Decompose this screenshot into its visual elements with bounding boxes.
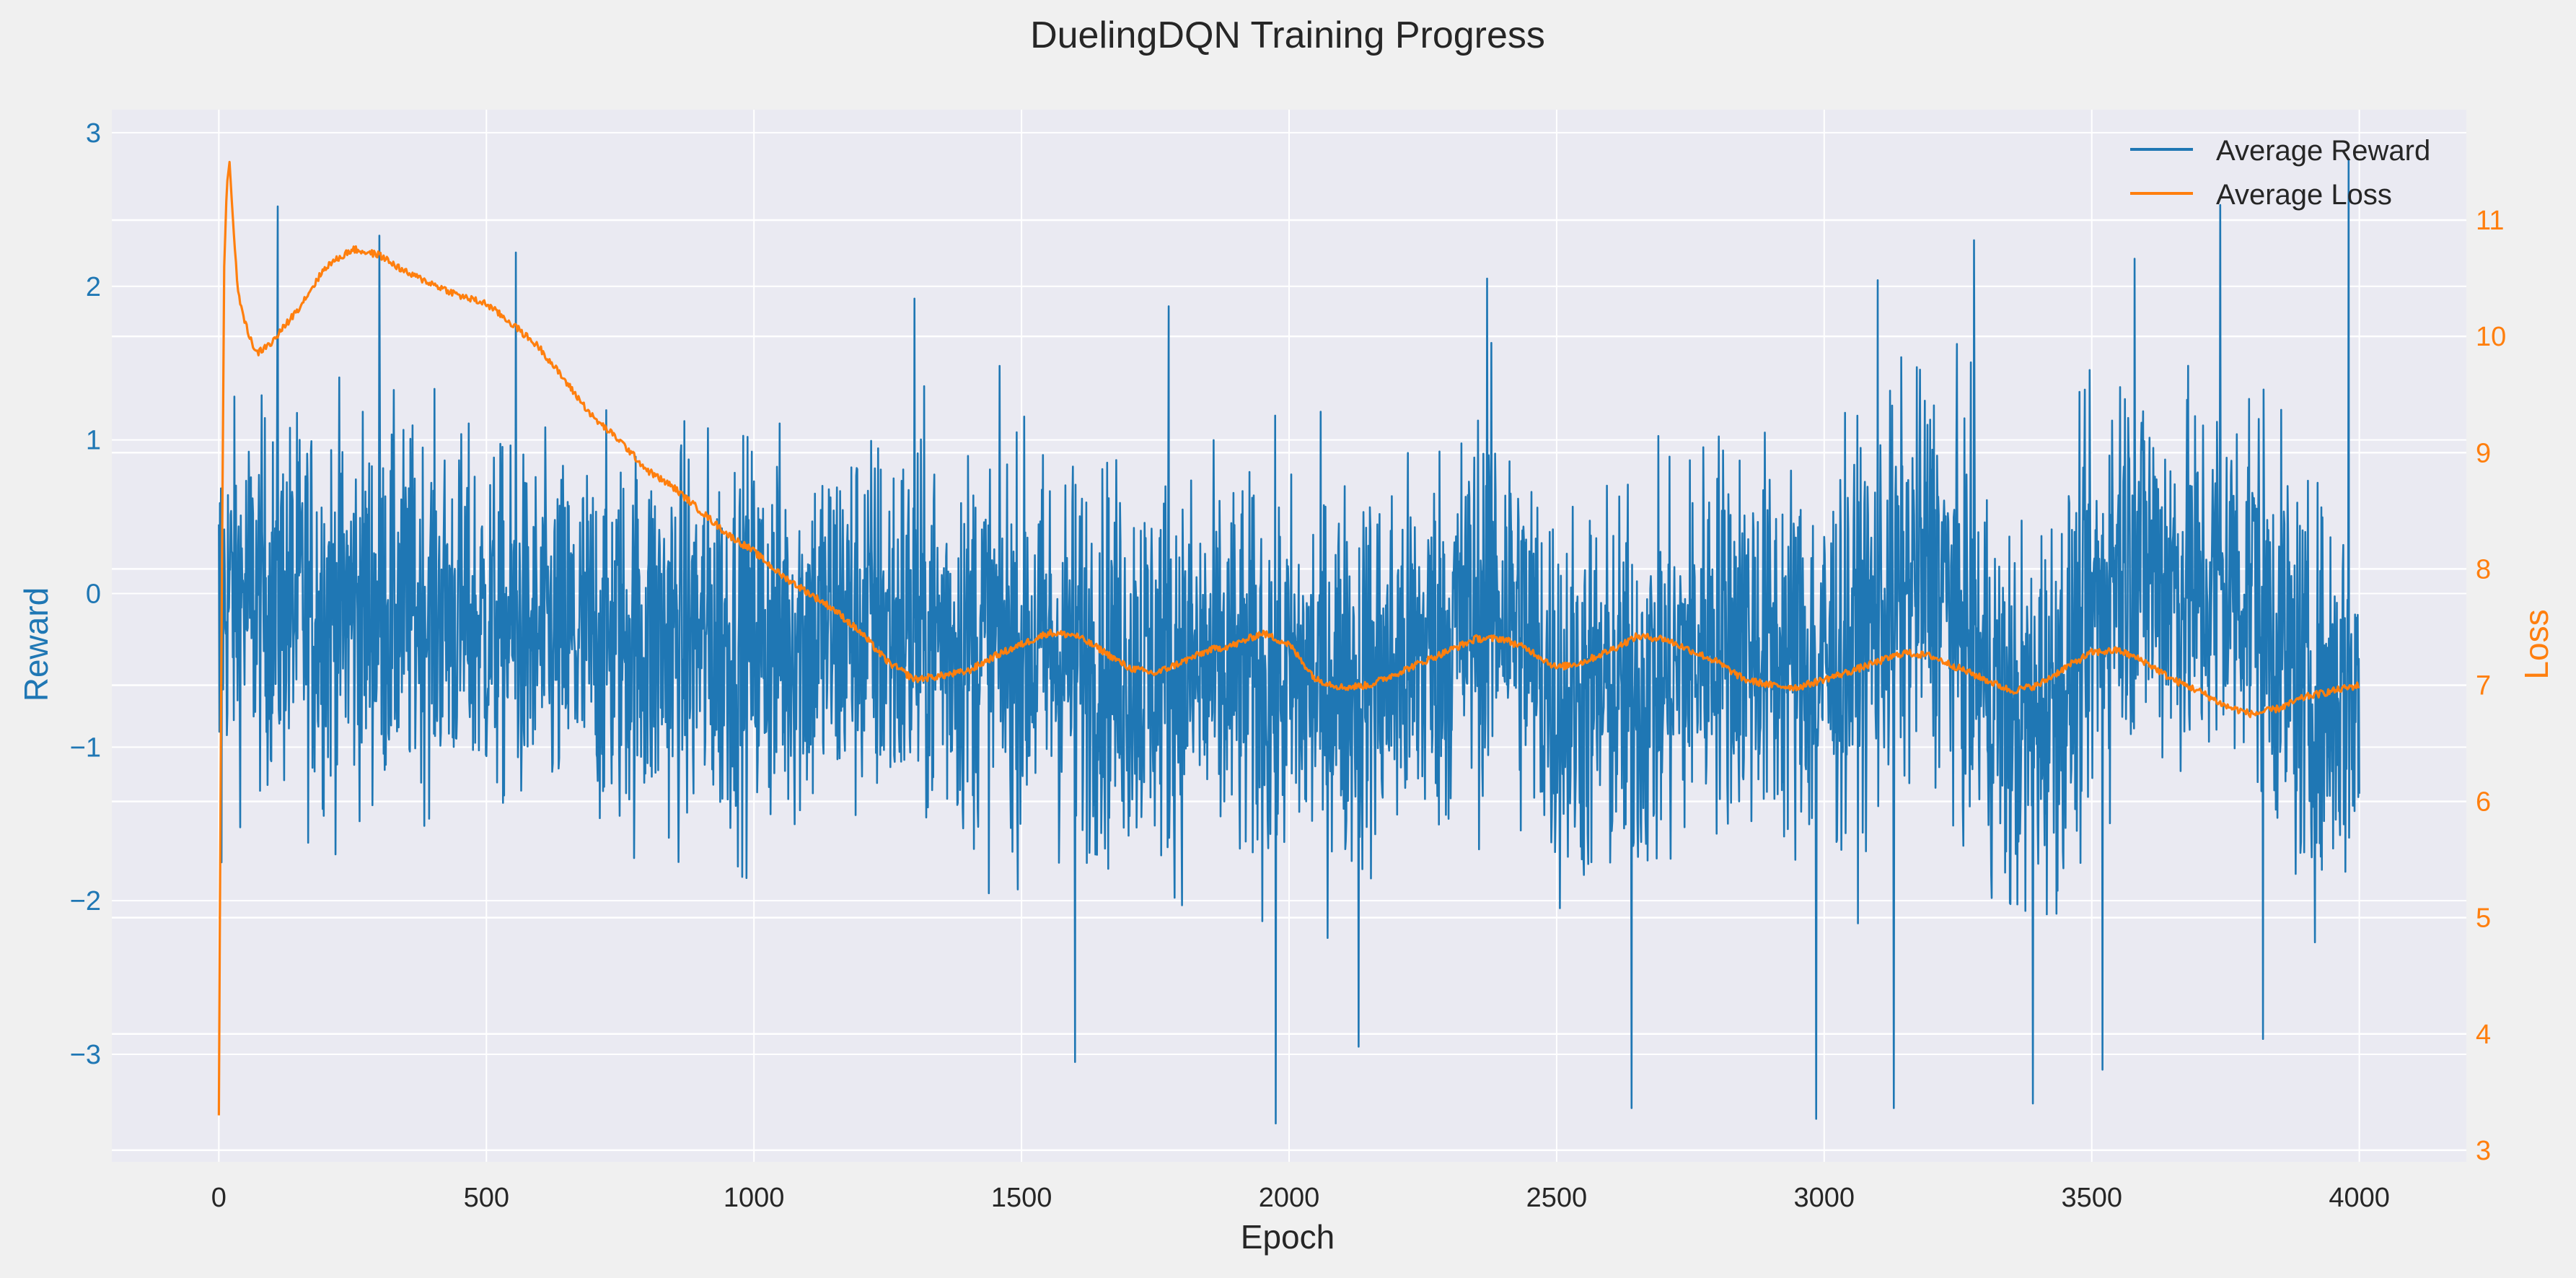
axis-ticks: 0 500 1000 1500 2000 2500 3000 3500 4000 −3 −2 −1 0 1…	[70, 118, 2507, 1213]
y-right-tick-label: 5	[2476, 903, 2491, 934]
legend-reward-label: Average Reward	[2216, 135, 2430, 167]
loss-line	[217, 160, 2360, 1116]
x-tick-label: 4000	[2329, 1183, 2390, 1213]
y-right-tick-label: 3	[2476, 1136, 2491, 1166]
y-left-tick-label: −2	[70, 886, 101, 916]
x-tick-label: 0	[211, 1183, 227, 1213]
y-right-tick-label: 8	[2476, 554, 2491, 585]
y-right-tick-label: 9	[2476, 438, 2491, 468]
y-left-tick-label: −1	[70, 732, 101, 763]
y-left-tick-label: 2	[86, 272, 101, 302]
chart-title: DuelingDQN Training Progress	[1030, 14, 1545, 56]
y-left-tick-label: 0	[86, 579, 101, 609]
legend-loss-label: Average Loss	[2216, 179, 2392, 211]
x-axis-label: Epoch	[1241, 1218, 1335, 1256]
x-tick-label: 3500	[2061, 1183, 2122, 1213]
y-right-tick-label: 4	[2476, 1020, 2491, 1050]
y-axis-label-left: Reward	[17, 587, 55, 702]
y-left-tick-label: 3	[86, 118, 101, 149]
y-left-tick-label: 1	[86, 426, 101, 456]
x-tick-label: 1000	[724, 1183, 785, 1213]
x-tick-label: 3000	[1794, 1183, 1855, 1213]
legend: Average Reward Average Loss	[2130, 135, 2430, 211]
loss-series	[217, 160, 2360, 1116]
reward-line	[218, 157, 2360, 1125]
y-right-tick-label: 6	[2476, 787, 2491, 818]
y-right-tick-label: 7	[2476, 670, 2491, 701]
x-tick-label: 1500	[991, 1183, 1052, 1213]
reward-series	[218, 157, 2360, 1125]
x-tick-label: 2500	[1526, 1183, 1588, 1213]
y-left-tick-label: −3	[70, 1040, 101, 1070]
y-axis-label-right: Loss	[2518, 609, 2555, 679]
x-tick-label: 500	[464, 1183, 509, 1213]
x-tick-label: 2000	[1259, 1183, 1320, 1213]
y-right-tick-label: 10	[2476, 322, 2506, 352]
y-right-tick-label: 11	[2476, 206, 2504, 236]
